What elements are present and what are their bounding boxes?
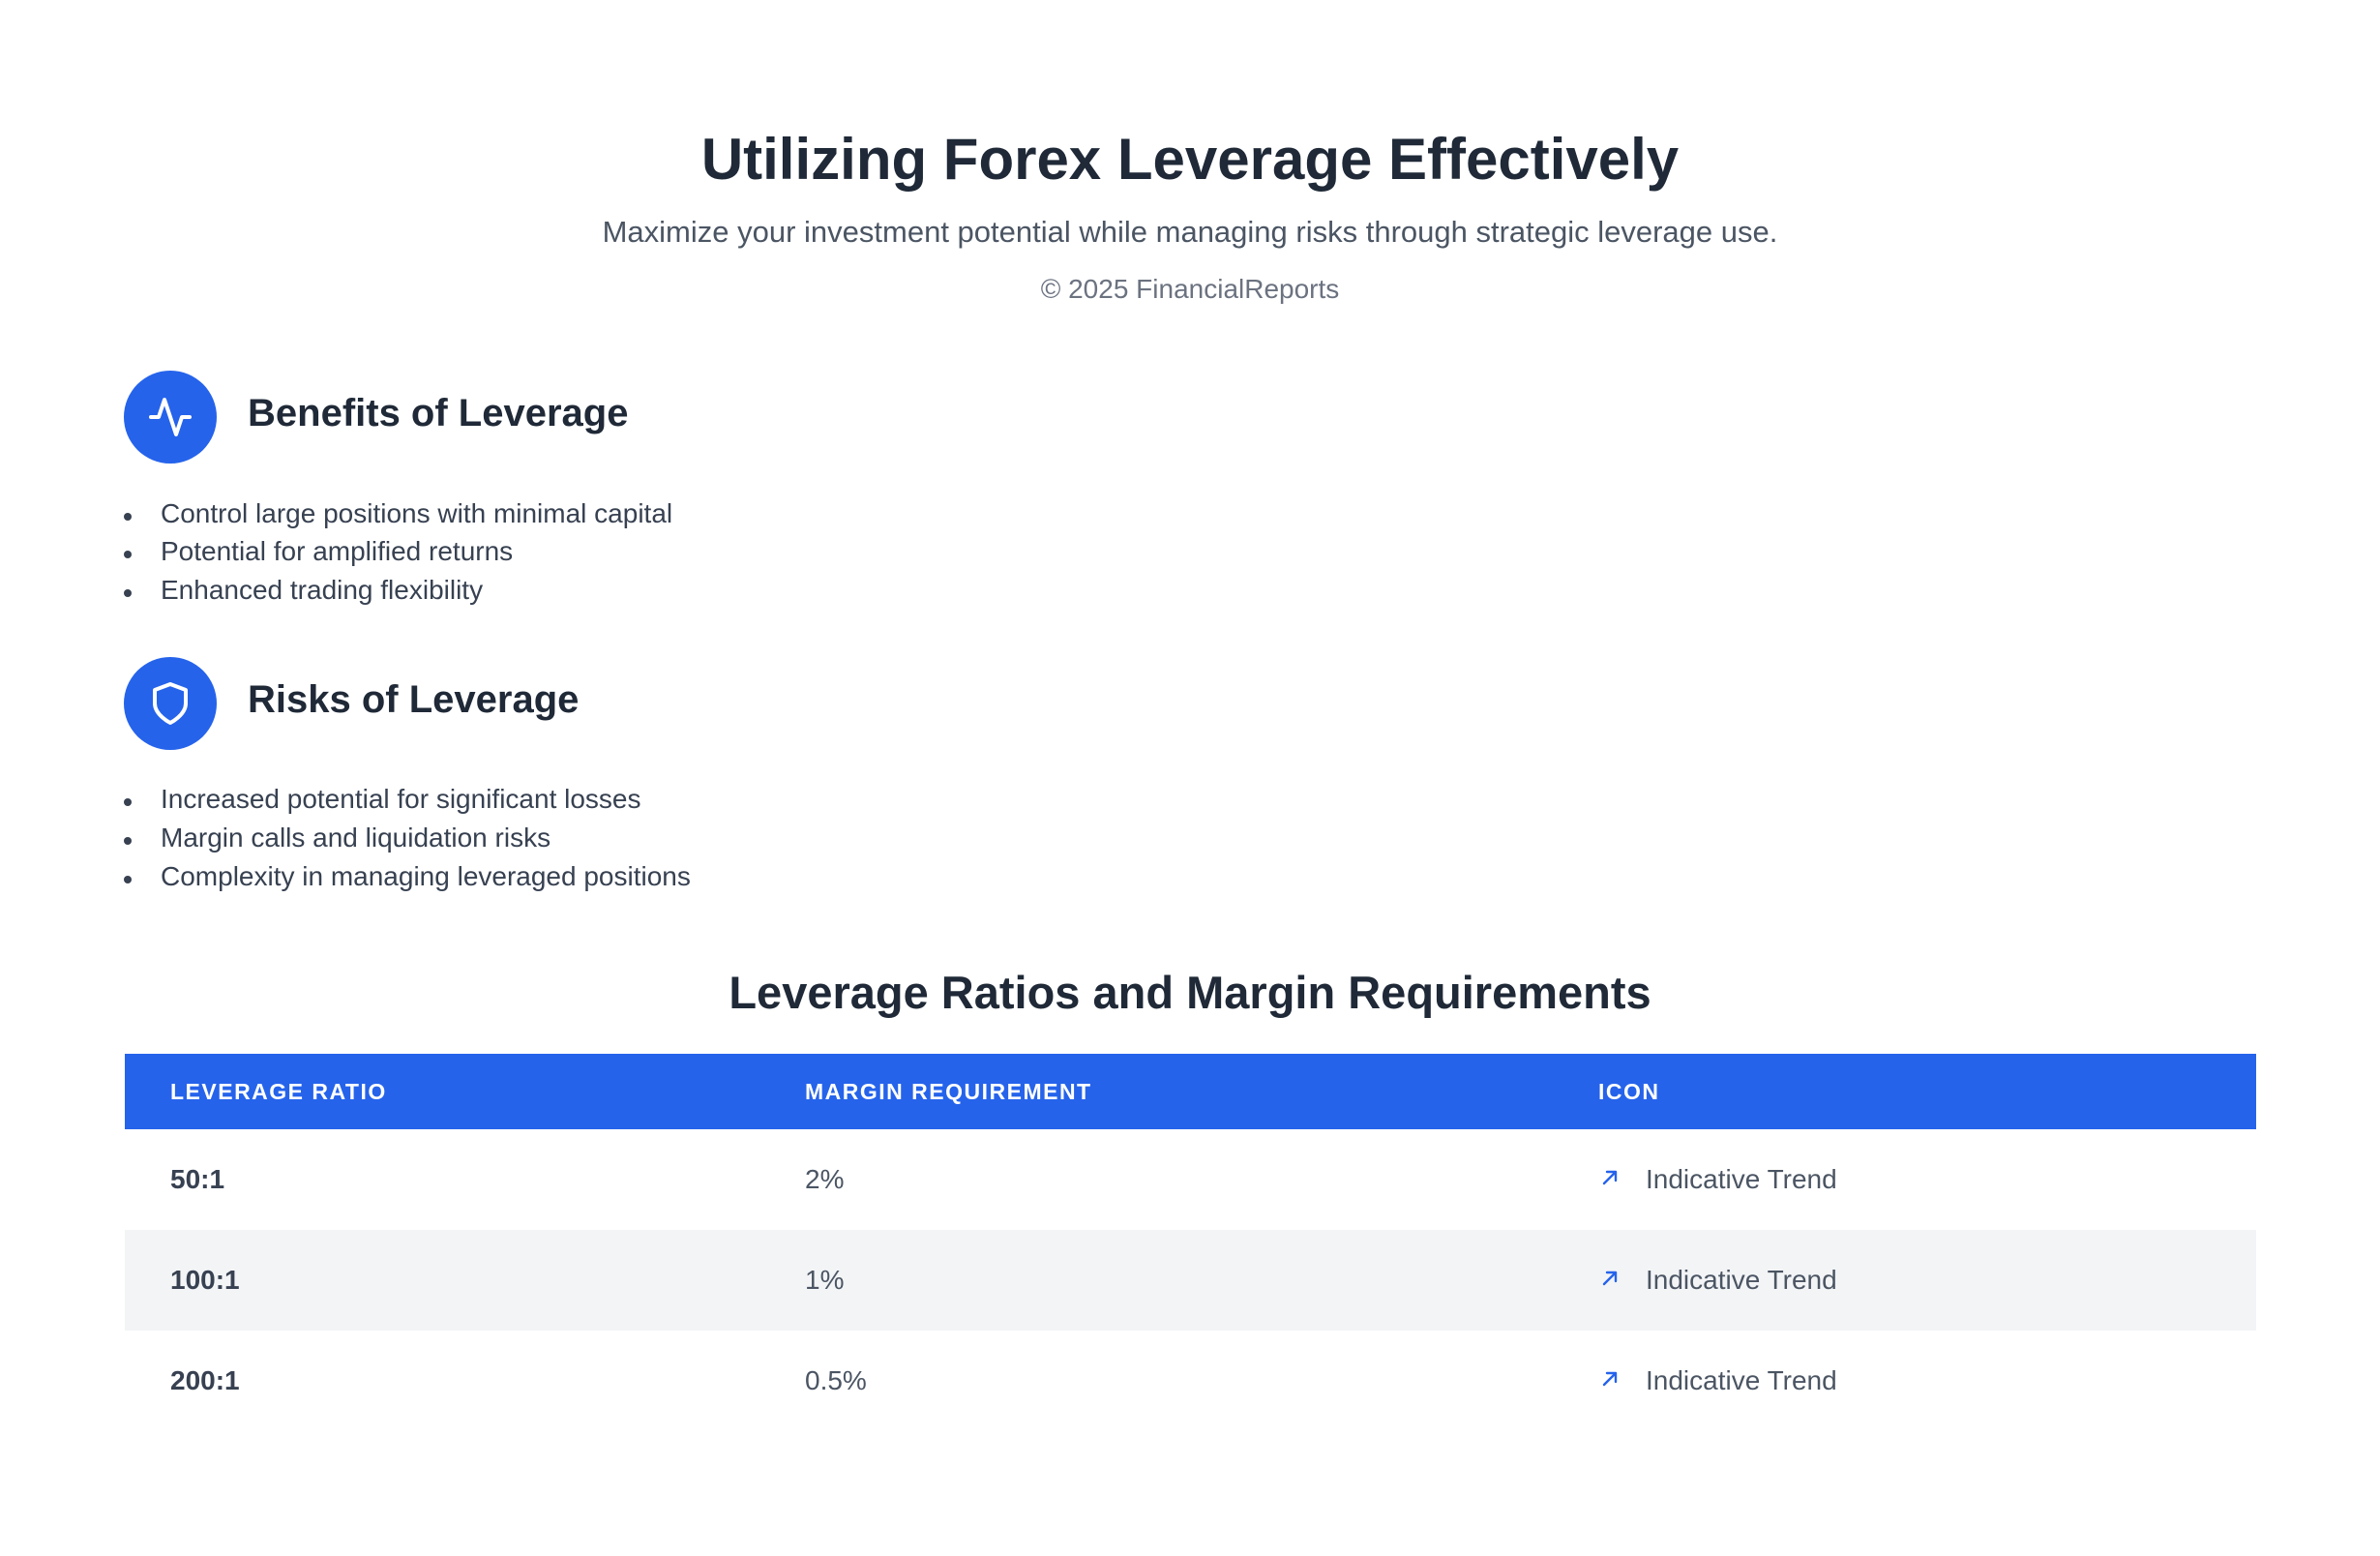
shield-glyph <box>153 682 188 725</box>
table-cell: 2% <box>805 1164 845 1194</box>
trend-arrow <box>1602 1371 1618 1387</box>
table-cell: Indicative Trend <box>1646 1164 1837 1194</box>
section-heading: Risks of Leverage <box>248 678 580 721</box>
table-cell: 1% <box>805 1265 845 1295</box>
bullet-item: Increased potential for significant loss… <box>124 784 641 814</box>
table-cell: 100:1 <box>170 1265 240 1295</box>
table-header: LEVERAGE RATIO MARGIN REQUIREMENT ICON <box>125 1054 2256 1129</box>
column-header: ICON <box>1598 1079 1660 1104</box>
trend-icon <box>1598 1166 1621 1194</box>
subtitle: Maximize your investment potential while… <box>602 215 1778 249</box>
pulse-icon <box>124 371 217 464</box>
table-cell: 50:1 <box>170 1164 225 1194</box>
table-cell: Indicative Trend <box>1646 1265 1837 1295</box>
shield-icon <box>124 657 217 750</box>
trend-icon <box>1598 1267 1621 1295</box>
table-cell: Indicative Trend <box>1646 1365 1837 1395</box>
bullet-item: Complexity in managing leveraged positio… <box>124 861 691 891</box>
bullet-item: Margin calls and liquidation risks <box>123 823 551 853</box>
section-heading: Benefits of Leverage <box>248 392 629 434</box>
trend-arrow <box>1602 1170 1618 1185</box>
bullet-item: Control large positions with minimal cap… <box>123 498 673 528</box>
table-cell: 200:1 <box>170 1365 240 1395</box>
page-title: Utilizing Forex Leverage Effectively <box>700 127 1680 192</box>
trend-arrow <box>1602 1271 1618 1286</box>
table-title: Leverage Ratios and Margin Requirements <box>729 967 1651 1018</box>
table-cell: 0.5% <box>805 1365 867 1395</box>
table-row: 50:1 2% Indicative Trend <box>125 1129 2256 1230</box>
trend-icon <box>1598 1367 1621 1395</box>
column-header: LEVERAGE RATIO <box>170 1079 387 1104</box>
bullet-item: Enhanced trading flexibility <box>123 575 484 605</box>
bullet-item: Potential for amplified returns <box>123 536 514 566</box>
pulse-glyph <box>149 398 192 436</box>
table-row: 100:1 1% Indicative Trend <box>125 1230 2256 1331</box>
table-row: 200:1 0.5% Indicative Trend <box>125 1331 2256 1431</box>
copyright: © 2025 FinancialReports <box>1040 274 1340 304</box>
column-header: MARGIN REQUIREMENT <box>805 1079 1092 1104</box>
